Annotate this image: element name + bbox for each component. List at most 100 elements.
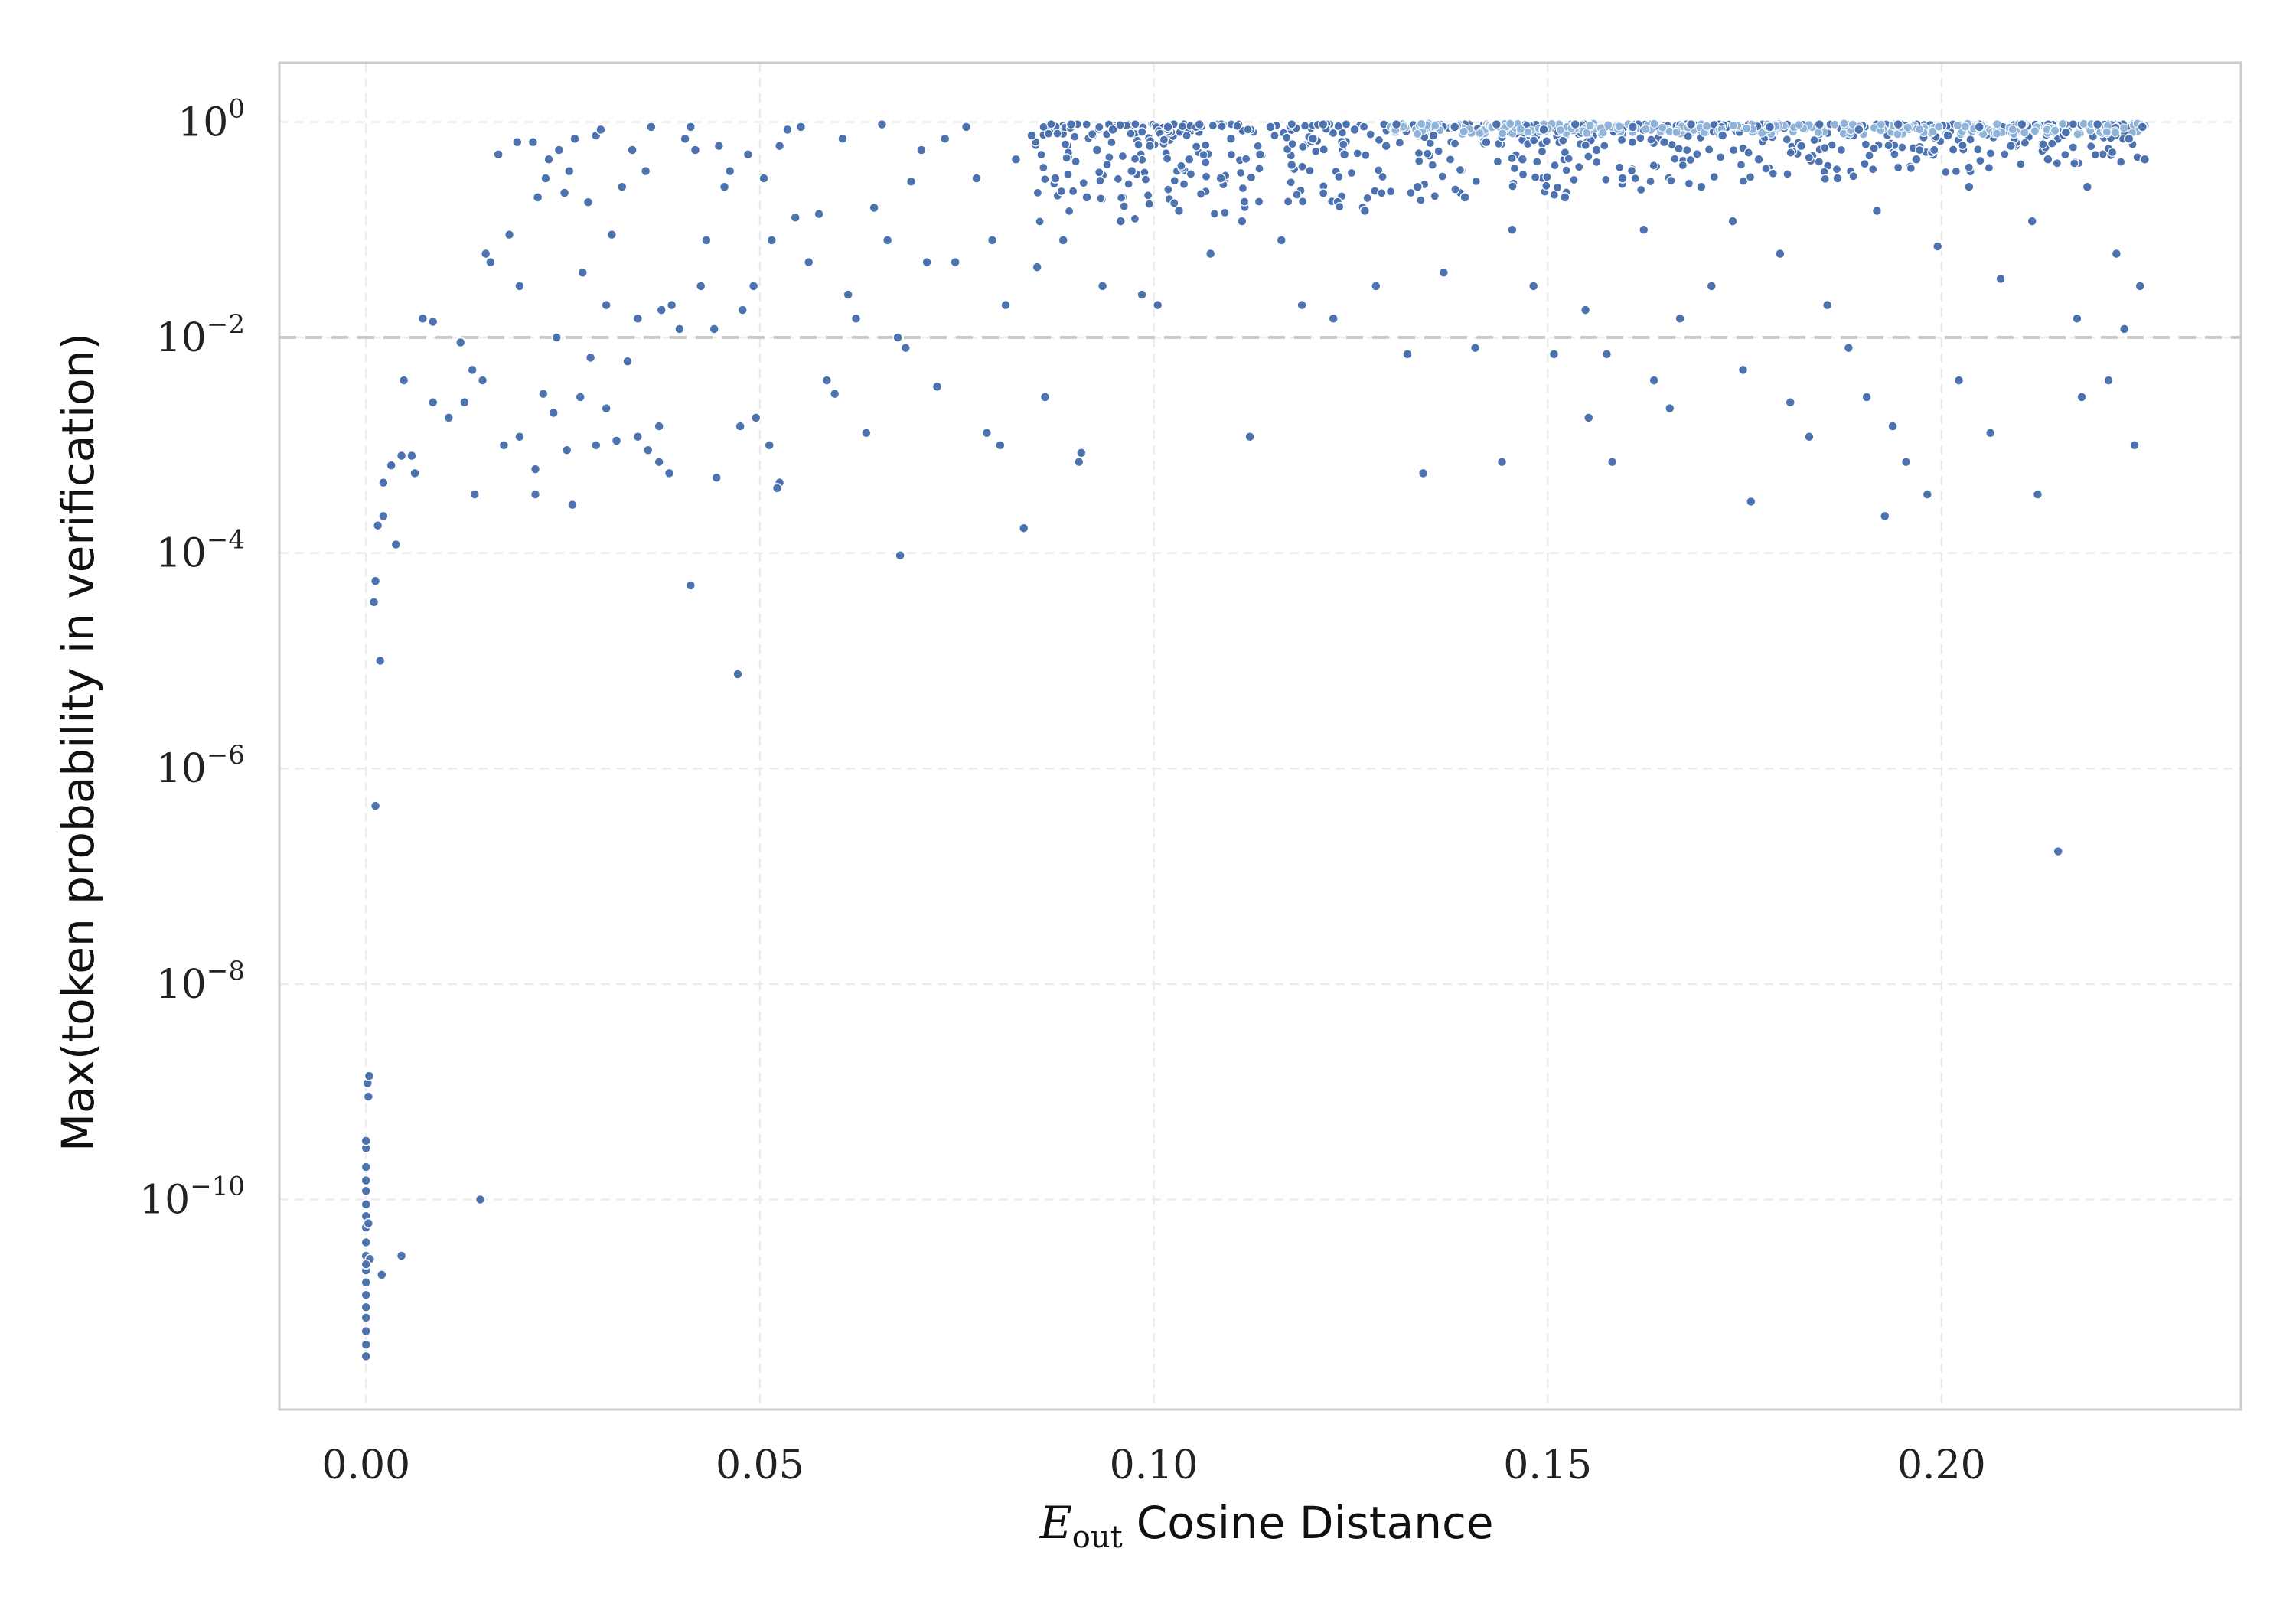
scatter-point <box>1580 305 1591 315</box>
scatter-point-dense <box>1820 174 1830 184</box>
scatter-point-dense <box>1163 154 1172 164</box>
scatter-point-dense <box>1580 140 1590 150</box>
scatter-point-dense <box>1060 139 1071 149</box>
scatter-point-dense <box>1292 190 1302 200</box>
scatter-point <box>2129 440 2140 451</box>
scatter-point <box>735 421 745 432</box>
scatter-point <box>360 1325 371 1337</box>
scatter-point-dense <box>1614 122 1624 132</box>
scatter-point <box>1081 192 1092 203</box>
scatter-point-dense <box>1761 164 1771 174</box>
scatter-point <box>632 313 644 324</box>
scatter-point-dense <box>1768 168 1778 178</box>
scatter-point-dense <box>2068 142 2078 152</box>
scatter-point-dense <box>1374 135 1384 145</box>
scatter-point-dense <box>1287 119 1296 129</box>
x-tick-label: 0.10 <box>1110 1442 1199 1488</box>
scatter-point <box>1328 313 1339 324</box>
scatter-point <box>363 1217 374 1229</box>
scatter-point <box>493 149 504 160</box>
x-axis-label-subscript: out <box>1072 1520 1123 1555</box>
scatter-point-dense <box>2038 139 2048 149</box>
scatter-point-dense <box>1645 176 1655 187</box>
scatter-point <box>1753 154 1764 165</box>
scatter-point <box>1107 124 1118 135</box>
scatter-point <box>790 212 801 223</box>
scatter-point <box>360 1237 371 1248</box>
scatter-point <box>530 464 541 474</box>
scatter-point <box>540 173 551 184</box>
scatter-point-dense <box>1704 145 1714 155</box>
scatter-point <box>1074 456 1084 468</box>
scatter-point <box>360 1277 371 1288</box>
scatter-point-dense <box>2111 128 2121 138</box>
scatter-point <box>995 440 1006 451</box>
scatter-point-dense <box>1163 184 1173 194</box>
scatter-point-dense <box>1176 161 1186 171</box>
scatter-point-dense <box>1201 158 1211 168</box>
scatter-point-dense <box>1236 168 1246 178</box>
scatter-point <box>1391 119 1402 130</box>
scatter-point <box>1026 130 1037 141</box>
scatter-point-dense <box>1096 194 1106 204</box>
scatter-point <box>1821 299 1833 311</box>
scatter-point <box>748 281 759 292</box>
scatter-point <box>2139 154 2151 165</box>
scatter-point-dense <box>1378 171 1388 182</box>
scatter-point <box>1349 124 1360 135</box>
scatter-point-dense <box>1509 163 1520 174</box>
scatter-point-dense <box>1365 129 1375 139</box>
scatter-point-dense <box>1498 129 1508 139</box>
scatter-point <box>1814 119 1825 130</box>
scatter-point-dense <box>1362 193 1372 204</box>
y-tick-base: 10 <box>178 99 228 145</box>
scatter-point-dense <box>1574 162 1584 172</box>
scatter-point-dense <box>2047 139 2057 148</box>
scatter-point <box>1601 349 1613 360</box>
y-tick-exponent: −6 <box>207 740 245 771</box>
scatter-point <box>950 256 960 268</box>
scatter-point <box>725 165 735 177</box>
scatter-point <box>1658 137 1670 148</box>
scatter-point-dense <box>1182 130 1192 141</box>
scatter-point-dense <box>1450 139 1460 148</box>
scatter-point <box>577 267 589 279</box>
scatter-point <box>1995 273 2006 285</box>
scatter-point-dense <box>1359 122 1369 132</box>
scatter-point-dense <box>1254 197 1264 207</box>
scatter-point-dense <box>1682 145 1692 155</box>
scatter-point <box>1276 235 1287 246</box>
scatter-point <box>2137 122 2148 132</box>
scatter-point-dense <box>1992 129 2002 139</box>
scatter-point <box>427 397 439 408</box>
scatter-point-dense <box>1414 148 1424 158</box>
scatter-point <box>360 1175 371 1186</box>
scatter-point <box>795 122 807 132</box>
scatter-point-dense <box>1941 167 1951 178</box>
scatter-point-dense <box>1868 165 1878 174</box>
scatter-point <box>1076 448 1087 458</box>
scatter-point <box>1010 154 1022 165</box>
scatter-point <box>713 140 725 152</box>
scatter-point-dense <box>1745 172 1756 182</box>
scatter-point <box>1517 154 1528 165</box>
scatter-point-dense <box>1649 161 1658 171</box>
scatter-point <box>2076 392 2087 403</box>
scatter-point-dense <box>1450 184 1460 194</box>
scatter-point <box>1215 173 1226 184</box>
scatter-point-dense <box>1300 121 1310 131</box>
scatter-point-dense <box>1561 165 1571 175</box>
scatter-point <box>360 1199 371 1210</box>
scatter-point <box>664 468 675 479</box>
scatter-point-dense <box>1674 144 1684 154</box>
scatter-point-dense <box>1394 138 1405 148</box>
scatter-point-dense <box>1738 176 1749 186</box>
scatter-point <box>1804 431 1815 442</box>
scatter-point-dense <box>1117 151 1128 161</box>
scatter-point-dense <box>1809 135 1819 145</box>
scatter-point <box>1065 119 1077 130</box>
scatter-point <box>758 173 769 184</box>
scatter-point <box>1953 375 1965 386</box>
scatter-point-dense <box>1159 135 1169 145</box>
scatter-point <box>1265 122 1276 132</box>
